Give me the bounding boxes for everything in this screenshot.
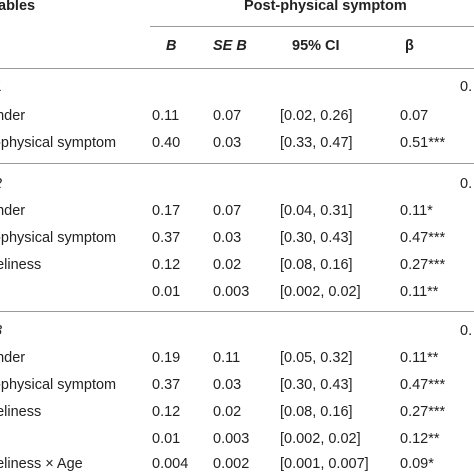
cell-ci: [0.05, 0.32] xyxy=(280,350,353,366)
step-1-rule xyxy=(0,163,474,164)
col-header-ci: 95% CI xyxy=(292,38,340,54)
cell-beta: 0.51*** xyxy=(400,135,446,151)
step-2-label: 2 xyxy=(0,175,2,193)
cell-beta: 0.47*** xyxy=(400,377,446,393)
cell-beta: 0.27*** xyxy=(400,404,446,420)
cell-b: 0.11 xyxy=(152,108,180,124)
step-1-r2: 0. xyxy=(460,79,473,95)
cell-beta: 0.11** xyxy=(400,350,439,366)
col-header-seb: SE B xyxy=(213,38,247,54)
cell-seb: 0.07 xyxy=(213,203,242,219)
row-label: ender xyxy=(0,203,26,219)
row-label: e-physical symptom xyxy=(0,377,117,393)
group-rule xyxy=(150,26,474,27)
group-header: Post-physical symptom xyxy=(244,0,407,14)
row-label: e-physical symptom xyxy=(0,135,117,151)
cell-seb: 0.11 xyxy=(213,350,241,366)
cell-b: 0.12 xyxy=(152,404,181,420)
cell-beta: 0.09* xyxy=(400,456,434,472)
cell-ci: [0.04, 0.31] xyxy=(280,203,353,219)
step-3-r2: 0. xyxy=(460,323,473,339)
row-label: e-physical symptom xyxy=(0,230,117,246)
cell-beta: 0.27*** xyxy=(400,257,446,273)
row-label: neliness xyxy=(0,404,42,420)
cell-b: 0.37 xyxy=(152,230,181,246)
row-label: ender xyxy=(0,350,26,366)
cell-seb: 0.002 xyxy=(213,456,250,472)
cell-b: 0.01 xyxy=(152,431,181,447)
cell-beta: 0.11** xyxy=(400,284,439,300)
cell-b: 0.40 xyxy=(152,135,181,151)
cell-seb: 0.003 xyxy=(213,284,250,300)
cell-ci: [0.002, 0.02] xyxy=(280,431,361,447)
cell-ci: [0.001, 0.007] xyxy=(280,456,369,472)
cell-beta: 0.11* xyxy=(400,203,433,219)
cell-b: 0.12 xyxy=(152,257,181,273)
cell-beta: 0.47*** xyxy=(400,230,446,246)
row-label: ender xyxy=(0,108,26,124)
col-header-beta: β xyxy=(405,38,414,54)
cell-ci: [0.08, 0.16] xyxy=(280,404,353,420)
cell-beta: 0.12** xyxy=(400,431,440,447)
row-label: neliness xyxy=(0,257,42,273)
row-label: neliness × Age xyxy=(0,456,83,472)
cell-b: 0.004 xyxy=(152,456,189,472)
cell-b: 0.37 xyxy=(152,377,181,393)
cell-seb: 0.07 xyxy=(213,108,242,124)
cell-ci: [0.02, 0.26] xyxy=(280,108,353,124)
step-1-label: 1 xyxy=(0,78,2,96)
cell-seb: 0.03 xyxy=(213,377,242,393)
cell-ci: [0.002, 0.02] xyxy=(280,284,361,300)
step-3-label: 3 xyxy=(0,322,2,340)
cell-ci: [0.30, 0.43] xyxy=(280,377,353,393)
cell-seb: 0.03 xyxy=(213,135,242,151)
cell-ci: [0.30, 0.43] xyxy=(280,230,353,246)
cell-seb: 0.02 xyxy=(213,404,242,420)
cell-ci: [0.08, 0.16] xyxy=(280,257,353,273)
step-2-r2: 0. xyxy=(460,176,473,192)
cell-beta: 0.07 xyxy=(400,108,429,124)
step-2-rule xyxy=(0,311,474,312)
cell-seb: 0.03 xyxy=(213,230,242,246)
cell-b: 0.17 xyxy=(152,203,181,219)
col-header-b: B xyxy=(166,38,177,54)
cell-b: 0.01 xyxy=(152,284,181,300)
cell-seb: 0.02 xyxy=(213,257,242,273)
cell-seb: 0.003 xyxy=(213,431,250,447)
cell-ci: [0.33, 0.47] xyxy=(280,135,353,151)
cell-b: 0.19 xyxy=(152,350,181,366)
variables-header: ables xyxy=(0,0,36,14)
header-rule xyxy=(0,68,474,69)
